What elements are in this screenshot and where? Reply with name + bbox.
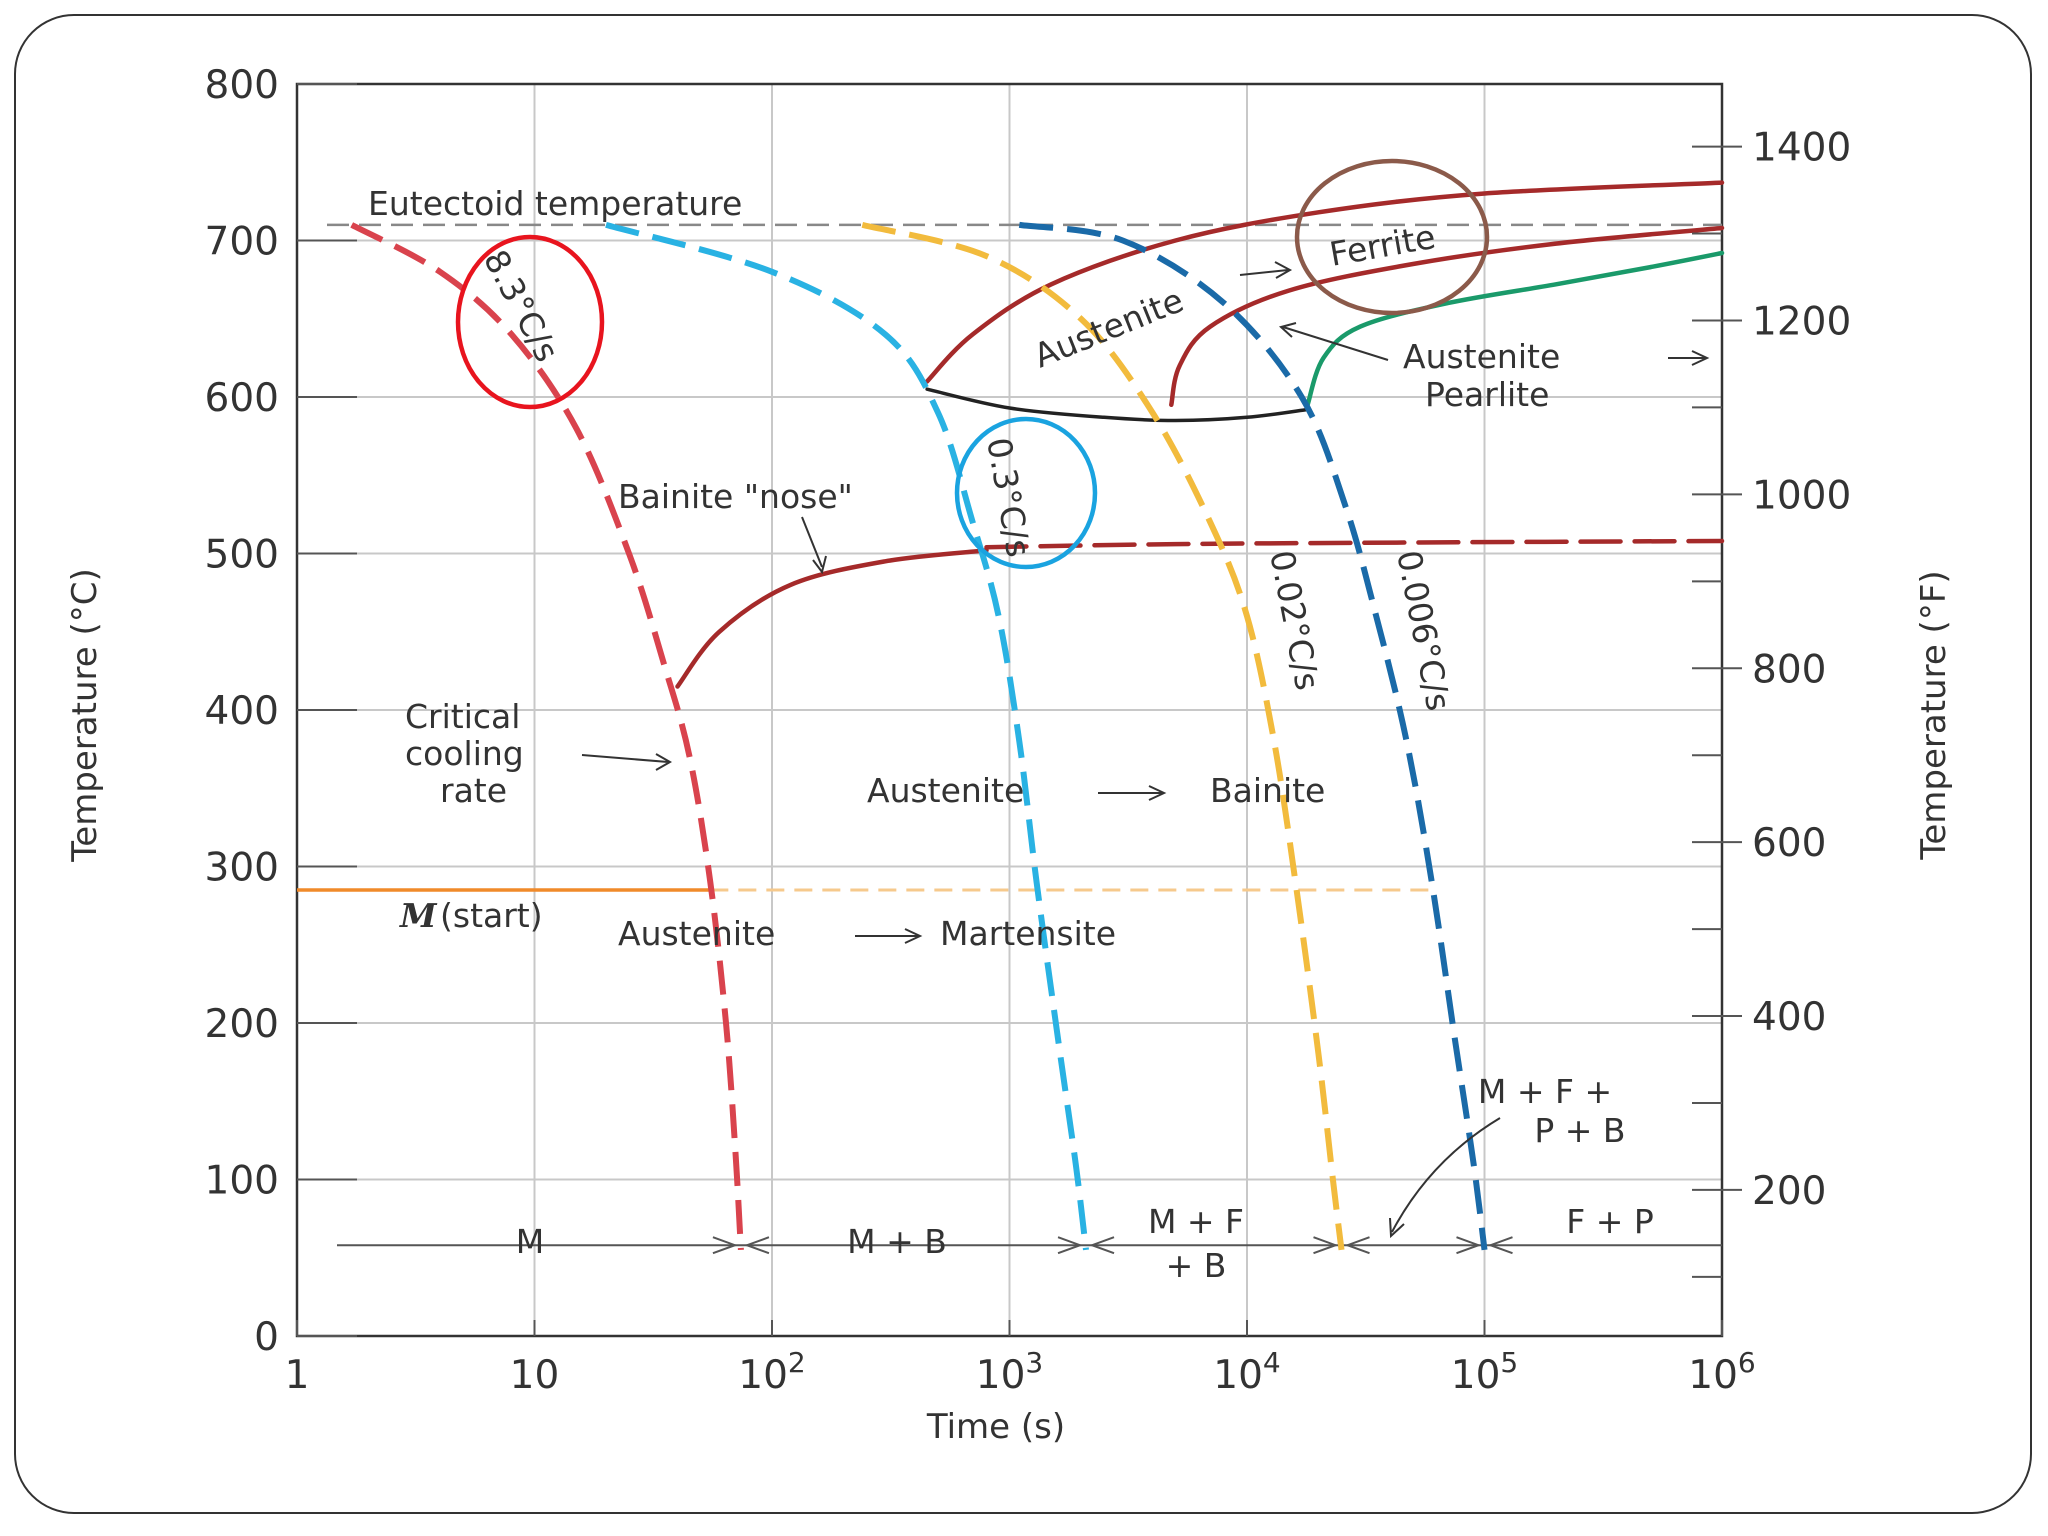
- cooling-curve-3: [1018, 221, 1488, 1251]
- m-start-label: (start): [440, 896, 543, 935]
- transformation-curve-bainite-start: [675, 548, 989, 689]
- y-tick-label-8: 800: [205, 63, 279, 108]
- region-mfpb-arrow: [1389, 1117, 1501, 1239]
- region-mfpb-label-2: P + B: [1534, 1111, 1625, 1150]
- rate-label-0-006: 0.006°C/s: [1389, 547, 1458, 714]
- x-tick-label-4: 104: [1213, 1346, 1280, 1398]
- aus-bain-left: Austenite: [867, 771, 1024, 810]
- region-fp-label: F + P: [1566, 1202, 1654, 1241]
- m-start-symbol: M: [399, 896, 438, 935]
- austenite-pearlite-label-1: Austenite: [1403, 337, 1560, 376]
- region-mfb-label-2: + B: [1166, 1246, 1227, 1285]
- y2-tick-label-5: 1200: [1752, 299, 1851, 344]
- austenite-pearlite-arrow-right: [1668, 350, 1710, 366]
- critical-label-2: cooling: [405, 734, 524, 773]
- transformation-curve-austenite-ferrite-start: [924, 180, 1725, 384]
- region-mfpb-label-1: M + F +: [1478, 1072, 1612, 1111]
- x-tick-label-3: 103: [976, 1346, 1043, 1398]
- y2-tick-label-6: 1400: [1752, 126, 1851, 171]
- aus-mart-left: Austenite: [618, 914, 775, 953]
- region-mfb-label-1: M + F: [1148, 1202, 1244, 1241]
- critical-label-1: Critical: [405, 697, 520, 736]
- cooling-curve-1: [605, 222, 1089, 1251]
- ticks: 0100200300400500600700800200400600800100…: [205, 63, 1852, 1398]
- x-tick-label-2: 102: [738, 1346, 805, 1398]
- highlight-circle-blue: [954, 416, 1098, 570]
- product-arrows-1: [1057, 1236, 1115, 1255]
- product-arrows-3: [1456, 1236, 1513, 1255]
- austenite-ferrite-arrow: [1239, 261, 1293, 279]
- y2-tick-label-2: 600: [1752, 821, 1826, 866]
- cooling-curve-2: [861, 221, 1345, 1251]
- region-m-label: M: [516, 1222, 544, 1261]
- y-tick-label-5: 500: [205, 533, 279, 578]
- y-tick-label-4: 400: [205, 689, 279, 734]
- highlight-circle-red: [455, 234, 605, 410]
- y-tick-label-2: 200: [205, 1002, 279, 1047]
- y-tick-label-0: 0: [254, 1315, 279, 1360]
- y-tick-label-7: 700: [205, 220, 279, 265]
- curves: [297, 180, 1725, 1255]
- bainite-nose-arrowhead: [812, 555, 827, 575]
- bainite-nose-label: Bainite "nose": [618, 477, 853, 516]
- x-tick-label-5: 105: [1451, 1346, 1518, 1398]
- aus-mart-right: Martensite: [940, 914, 1116, 953]
- x-tick-label-6: 106: [1688, 1346, 1755, 1398]
- austenite-pearlite-arrow-left: [1278, 322, 1389, 361]
- x-tick-label-0: 1: [285, 1353, 310, 1398]
- y2-tick-label-4: 1000: [1752, 473, 1851, 518]
- rate-label-0-02: 0.02°C/s: [1262, 547, 1327, 693]
- slide-frame: [14, 14, 2032, 1514]
- y-axis-title: Temperature (°C): [65, 568, 105, 862]
- y2-tick-label-1: 400: [1752, 995, 1826, 1040]
- cooling-curve-0: [350, 222, 744, 1251]
- y2-tick-label-3: 800: [1752, 647, 1826, 692]
- critical-arrow: [581, 753, 673, 771]
- y-tick-label-6: 600: [205, 376, 279, 421]
- y-tick-label-1: 100: [205, 1159, 279, 1204]
- aus-bain-arrow: [1098, 785, 1167, 801]
- transformation-curve-pearlite-finish: [1305, 250, 1725, 408]
- product-arrows-0: [712, 1236, 770, 1255]
- aus-mart-arrow: [855, 928, 923, 944]
- bainite-nose-arrow: [801, 516, 823, 568]
- transformation-curve-bainite-start-dashed: [984, 538, 1725, 550]
- x-axis-title: Time (s): [926, 1407, 1065, 1447]
- critical-label-3: rate: [440, 771, 507, 810]
- product-arrows-2: [1313, 1236, 1370, 1255]
- x-tick-label-1: 10: [510, 1353, 560, 1398]
- aus-bain-right: Bainite: [1210, 771, 1325, 810]
- austenite-pearlite-label-2: Pearlite: [1425, 375, 1549, 414]
- y-tick-label-3: 300: [205, 846, 279, 891]
- eutectoid-label: Eutectoid temperature: [368, 184, 742, 223]
- y2-axis-title: Temperature (°F): [1914, 570, 1954, 860]
- ferrite-label: Ferrite: [1327, 217, 1439, 274]
- transformation-curve-ferrite-pearlite-lower-boundary: [925, 387, 1310, 423]
- highlight-circle-brown: [1294, 158, 1490, 316]
- transformation-curve-austenite-pearlite-start: [1169, 225, 1725, 408]
- y2-tick-label-0: 200: [1752, 1169, 1826, 1214]
- rate-label-0-3: 0.3°C/s: [979, 435, 1038, 560]
- region-mb-label: M + B: [847, 1222, 947, 1261]
